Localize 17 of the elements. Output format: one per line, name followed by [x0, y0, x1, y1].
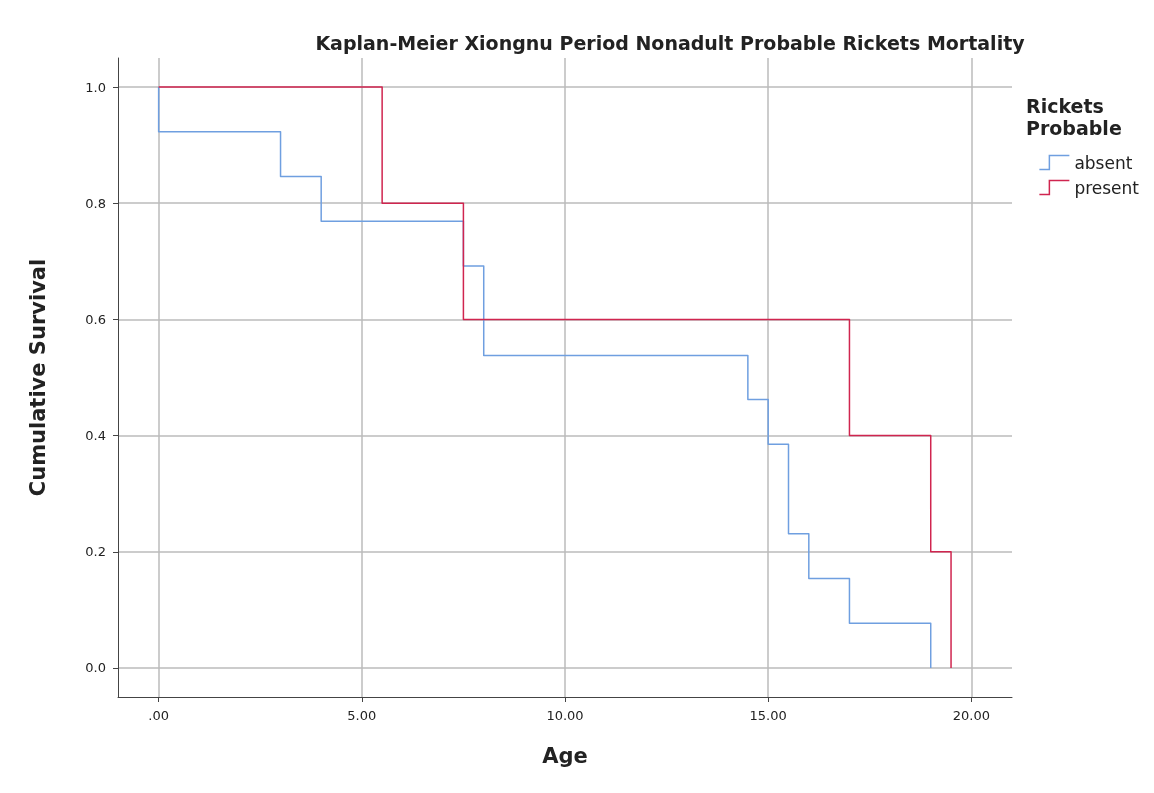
y-tick-label: 1.0: [85, 79, 106, 95]
x-tick-label: 15.00: [749, 708, 787, 723]
legend-title: Rickets Probable: [1026, 95, 1122, 139]
x-tick-label: 10.00: [546, 708, 584, 723]
y-tick-label: 0.8: [85, 195, 106, 211]
legend-label: absent: [1074, 152, 1133, 173]
chart-title: Kaplan-Meier Xiongnu Period Nonadult Probable Rickets Mortality: [315, 31, 1026, 54]
x-tick-label: .00: [148, 708, 169, 723]
x-axis-title: Age: [542, 743, 588, 768]
y-tick-label: 0.0: [85, 660, 106, 676]
y-axis-title: Cumulative Survival: [25, 258, 50, 497]
legend-label: present: [1074, 177, 1140, 198]
y-tick-label: 0.6: [85, 311, 106, 327]
x-tick-label: 5.00: [347, 708, 377, 723]
y-tick-label: 0.4: [85, 428, 106, 444]
x-tick-label: 20.00: [952, 708, 990, 723]
y-tick-label: 0.2: [85, 544, 106, 560]
